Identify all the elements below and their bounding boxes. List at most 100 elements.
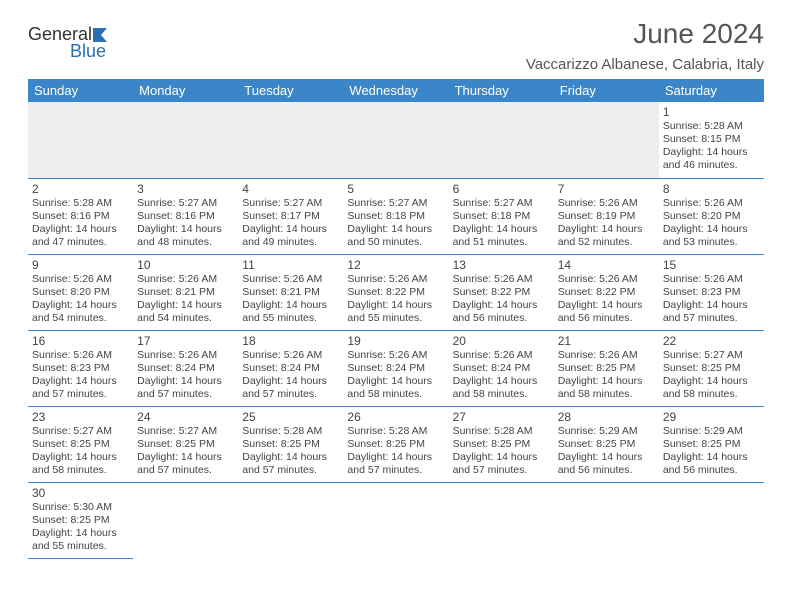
sunset-line: Sunset: 8:20 PM [663, 210, 760, 223]
calendar-cell: 11Sunrise: 5:26 AMSunset: 8:21 PMDayligh… [238, 254, 343, 330]
sunrise-line: Sunrise: 5:29 AM [663, 425, 760, 438]
day-number: 25 [242, 410, 339, 424]
sunset-line: Sunset: 8:17 PM [242, 210, 339, 223]
day-number: 18 [242, 334, 339, 348]
daylight-line-1: Daylight: 14 hours [558, 223, 655, 236]
daylight-line-2: and 47 minutes. [32, 236, 129, 249]
calendar-cell: 28Sunrise: 5:29 AMSunset: 8:25 PMDayligh… [554, 406, 659, 482]
calendar-cell: 27Sunrise: 5:28 AMSunset: 8:25 PMDayligh… [449, 406, 554, 482]
daylight-line-2: and 57 minutes. [137, 464, 234, 477]
day-info: Sunrise: 5:29 AMSunset: 8:25 PMDaylight:… [663, 425, 760, 478]
daylight-line-1: Daylight: 14 hours [453, 223, 550, 236]
calendar-cell: 4Sunrise: 5:27 AMSunset: 8:17 PMDaylight… [238, 178, 343, 254]
daylight-line-1: Daylight: 14 hours [663, 375, 760, 388]
logo-text-blue: Blue [70, 41, 106, 61]
daylight-line-1: Daylight: 14 hours [453, 375, 550, 388]
day-number: 12 [347, 258, 444, 272]
calendar-page: General Blue June 2024 Vaccarizzo Albane… [0, 0, 792, 559]
sunrise-line: Sunrise: 5:27 AM [137, 425, 234, 438]
sunset-line: Sunset: 8:22 PM [347, 286, 444, 299]
daylight-line-2: and 57 minutes. [242, 388, 339, 401]
sunset-line: Sunset: 8:22 PM [453, 286, 550, 299]
day-info: Sunrise: 5:26 AMSunset: 8:23 PMDaylight:… [32, 349, 129, 402]
sunrise-line: Sunrise: 5:26 AM [32, 273, 129, 286]
page-header: General Blue June 2024 Vaccarizzo Albane… [28, 18, 764, 73]
day-info: Sunrise: 5:26 AMSunset: 8:25 PMDaylight:… [558, 349, 655, 402]
calendar-cell: 17Sunrise: 5:26 AMSunset: 8:24 PMDayligh… [133, 330, 238, 406]
day-info: Sunrise: 5:26 AMSunset: 8:21 PMDaylight:… [137, 273, 234, 326]
calendar-cell [133, 482, 238, 558]
day-number: 3 [137, 182, 234, 196]
sunrise-line: Sunrise: 5:29 AM [558, 425, 655, 438]
calendar-cell: 8Sunrise: 5:26 AMSunset: 8:20 PMDaylight… [659, 178, 764, 254]
day-info: Sunrise: 5:27 AMSunset: 8:17 PMDaylight:… [242, 197, 339, 250]
daylight-line-1: Daylight: 14 hours [137, 451, 234, 464]
daylight-line-2: and 57 minutes. [137, 388, 234, 401]
calendar-cell [343, 102, 448, 178]
calendar-cell: 12Sunrise: 5:26 AMSunset: 8:22 PMDayligh… [343, 254, 448, 330]
day-number: 2 [32, 182, 129, 196]
daylight-line-1: Daylight: 14 hours [558, 451, 655, 464]
daylight-line-1: Daylight: 14 hours [347, 451, 444, 464]
sunrise-line: Sunrise: 5:30 AM [32, 501, 129, 514]
sunrise-line: Sunrise: 5:28 AM [347, 425, 444, 438]
calendar-cell [449, 102, 554, 178]
daylight-line-1: Daylight: 14 hours [558, 299, 655, 312]
day-info: Sunrise: 5:26 AMSunset: 8:19 PMDaylight:… [558, 197, 655, 250]
day-info: Sunrise: 5:26 AMSunset: 8:22 PMDaylight:… [558, 273, 655, 326]
day-info: Sunrise: 5:26 AMSunset: 8:23 PMDaylight:… [663, 273, 760, 326]
calendar-week: 23Sunrise: 5:27 AMSunset: 8:25 PMDayligh… [28, 406, 764, 482]
daylight-line-2: and 54 minutes. [32, 312, 129, 325]
sunset-line: Sunset: 8:25 PM [347, 438, 444, 451]
calendar-cell: 23Sunrise: 5:27 AMSunset: 8:25 PMDayligh… [28, 406, 133, 482]
day-info: Sunrise: 5:27 AMSunset: 8:18 PMDaylight:… [453, 197, 550, 250]
daylight-line-1: Daylight: 14 hours [32, 375, 129, 388]
daylight-line-1: Daylight: 14 hours [32, 527, 129, 540]
calendar-cell [238, 482, 343, 558]
daylight-line-2: and 51 minutes. [453, 236, 550, 249]
day-header: Friday [554, 79, 659, 102]
daylight-line-2: and 49 minutes. [242, 236, 339, 249]
sunrise-line: Sunrise: 5:28 AM [663, 120, 760, 133]
sunset-line: Sunset: 8:25 PM [137, 438, 234, 451]
daylight-line-2: and 57 minutes. [453, 464, 550, 477]
sunset-line: Sunset: 8:24 PM [347, 362, 444, 375]
calendar-body: 1Sunrise: 5:28 AMSunset: 8:15 PMDaylight… [28, 102, 764, 558]
day-info: Sunrise: 5:26 AMSunset: 8:22 PMDaylight:… [347, 273, 444, 326]
daylight-line-1: Daylight: 14 hours [242, 299, 339, 312]
day-number: 17 [137, 334, 234, 348]
day-header: Monday [133, 79, 238, 102]
sunset-line: Sunset: 8:25 PM [558, 438, 655, 451]
day-info: Sunrise: 5:26 AMSunset: 8:24 PMDaylight:… [137, 349, 234, 402]
day-header: Sunday [28, 79, 133, 102]
sunrise-line: Sunrise: 5:26 AM [453, 349, 550, 362]
daylight-line-2: and 57 minutes. [242, 464, 339, 477]
daylight-line-1: Daylight: 14 hours [32, 451, 129, 464]
sunset-line: Sunset: 8:15 PM [663, 133, 760, 146]
daylight-line-2: and 58 minutes. [558, 388, 655, 401]
calendar-week: 30Sunrise: 5:30 AMSunset: 8:25 PMDayligh… [28, 482, 764, 558]
sunset-line: Sunset: 8:18 PM [347, 210, 444, 223]
calendar-cell: 2Sunrise: 5:28 AMSunset: 8:16 PMDaylight… [28, 178, 133, 254]
calendar-head: SundayMondayTuesdayWednesdayThursdayFrid… [28, 79, 764, 102]
sunrise-line: Sunrise: 5:26 AM [242, 349, 339, 362]
day-info: Sunrise: 5:27 AMSunset: 8:25 PMDaylight:… [137, 425, 234, 478]
day-number: 24 [137, 410, 234, 424]
calendar-cell [449, 482, 554, 558]
daylight-line-2: and 56 minutes. [663, 464, 760, 477]
daylight-line-1: Daylight: 14 hours [663, 223, 760, 236]
sunrise-line: Sunrise: 5:28 AM [32, 197, 129, 210]
sunset-line: Sunset: 8:24 PM [242, 362, 339, 375]
daylight-line-2: and 56 minutes. [453, 312, 550, 325]
calendar-cell: 20Sunrise: 5:26 AMSunset: 8:24 PMDayligh… [449, 330, 554, 406]
sunrise-line: Sunrise: 5:26 AM [32, 349, 129, 362]
daylight-line-2: and 52 minutes. [558, 236, 655, 249]
sunrise-line: Sunrise: 5:26 AM [663, 273, 760, 286]
daylight-line-1: Daylight: 14 hours [242, 451, 339, 464]
sunrise-line: Sunrise: 5:26 AM [137, 349, 234, 362]
sunrise-line: Sunrise: 5:26 AM [137, 273, 234, 286]
sunrise-line: Sunrise: 5:27 AM [453, 197, 550, 210]
calendar-cell: 29Sunrise: 5:29 AMSunset: 8:25 PMDayligh… [659, 406, 764, 482]
title-block: June 2024 Vaccarizzo Albanese, Calabria,… [526, 18, 764, 73]
sunset-line: Sunset: 8:19 PM [558, 210, 655, 223]
